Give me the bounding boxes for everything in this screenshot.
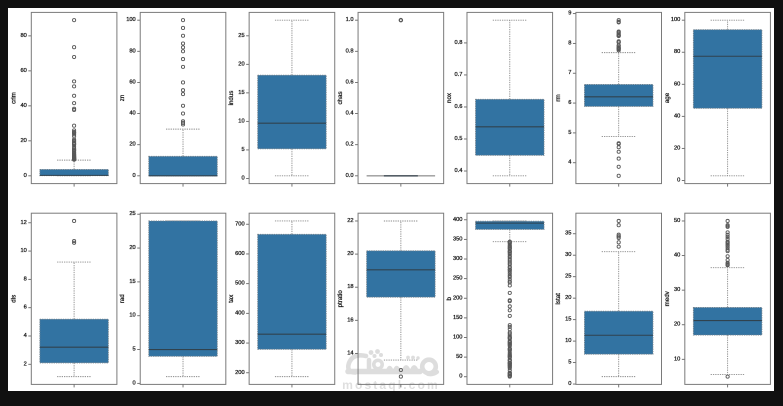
svg-text:9: 9 [568,11,571,17]
svg-text:15: 15 [129,279,135,285]
svg-text:25: 25 [129,211,135,217]
svg-text:100: 100 [126,17,136,23]
svg-text:0.8: 0.8 [455,40,463,46]
svg-text:10: 10 [20,248,26,254]
svg-text:50: 50 [674,218,680,224]
svg-text:crim: crim [10,92,17,104]
svg-text:25: 25 [565,274,571,280]
svg-text:50: 50 [456,354,462,360]
svg-text:0: 0 [133,173,136,179]
svg-text:8: 8 [568,40,571,46]
svg-text:lstat: lstat [555,293,562,305]
svg-text:40: 40 [674,113,680,119]
svg-text:16: 16 [347,317,353,323]
svg-text:300: 300 [453,256,463,262]
svg-text:30: 30 [565,252,571,258]
svg-text:0.8: 0.8 [346,48,354,54]
svg-text:indus: indus [228,91,235,106]
svg-text:0.7: 0.7 [455,72,463,78]
svg-text:600: 600 [235,251,245,257]
svg-text:80: 80 [674,49,680,55]
svg-text:b: b [446,297,453,301]
svg-text:80: 80 [129,48,135,54]
svg-text:5: 5 [568,360,571,366]
svg-text:10: 10 [565,338,571,344]
svg-text:25: 25 [238,33,244,39]
svg-text:6: 6 [24,305,27,311]
svg-text:5: 5 [568,130,571,136]
svg-text:6: 6 [568,100,571,106]
svg-text:0.5: 0.5 [455,136,463,142]
svg-text:tax: tax [228,294,235,303]
svg-text:200: 200 [453,295,463,301]
svg-text:20: 20 [347,251,353,257]
svg-text:7: 7 [568,70,571,76]
svg-text:10: 10 [674,356,680,362]
svg-text:60: 60 [20,68,26,74]
svg-text:ptratio: ptratio [337,290,344,308]
svg-text:0: 0 [241,175,244,181]
svg-text:10: 10 [129,313,135,319]
svg-text:15: 15 [565,317,571,323]
svg-text:20: 20 [238,61,244,67]
svg-text:60: 60 [129,79,135,85]
svg-text:0.6: 0.6 [346,79,354,85]
svg-text:8: 8 [24,276,27,282]
svg-text:400: 400 [453,217,463,223]
svg-text:250: 250 [453,276,463,282]
svg-text:4: 4 [568,160,571,166]
svg-text:0.4: 0.4 [346,111,354,117]
svg-text:35: 35 [565,231,571,237]
svg-text:14: 14 [347,350,353,356]
svg-text:20: 20 [129,142,135,148]
svg-text:300: 300 [235,340,245,346]
svg-text:2: 2 [24,361,27,367]
svg-text:1.0: 1.0 [346,17,354,23]
svg-text:rm: rm [555,94,562,101]
svg-text:20: 20 [129,245,135,251]
svg-text:0.2: 0.2 [346,142,354,148]
svg-text:10: 10 [238,118,244,124]
svg-text:350: 350 [453,236,463,242]
svg-text:dis: dis [10,295,17,303]
svg-text:150: 150 [453,315,463,321]
svg-text:200: 200 [235,370,245,376]
svg-text:0: 0 [459,374,462,380]
svg-text:40: 40 [674,253,680,259]
svg-text:5: 5 [133,347,136,353]
svg-text:500: 500 [235,281,245,287]
svg-text:medv: medv [664,290,671,306]
svg-text:30: 30 [674,287,680,293]
svg-text:700: 700 [235,221,245,227]
svg-text:18: 18 [347,284,353,290]
svg-text:20: 20 [565,295,571,301]
svg-text:0: 0 [133,380,136,386]
svg-text:0.4: 0.4 [455,168,463,174]
svg-text:0: 0 [24,173,27,179]
svg-text:chas: chas [337,91,344,104]
svg-text:nox: nox [446,92,453,103]
svg-text:20: 20 [20,138,26,144]
svg-text:400: 400 [235,310,245,316]
svg-text:100: 100 [671,17,681,23]
svg-text:12: 12 [20,220,26,226]
svg-text:zn: zn [119,94,126,101]
svg-text:40: 40 [129,111,135,117]
svg-text:80: 80 [20,33,26,39]
svg-text:4: 4 [24,333,27,339]
svg-text:100: 100 [453,335,463,341]
svg-text:60: 60 [674,81,680,87]
svg-text:0.6: 0.6 [455,104,463,110]
svg-text:0: 0 [677,177,680,183]
svg-text:0.0: 0.0 [346,173,354,179]
svg-text:40: 40 [20,103,26,109]
svg-text:age: age [664,92,671,103]
svg-text:rad: rad [119,294,126,304]
svg-text:15: 15 [238,90,244,96]
svg-text:20: 20 [674,145,680,151]
svg-text:20: 20 [674,322,680,328]
svg-text:0: 0 [568,381,571,387]
svg-text:22: 22 [347,218,353,224]
svg-text:5: 5 [241,147,244,153]
